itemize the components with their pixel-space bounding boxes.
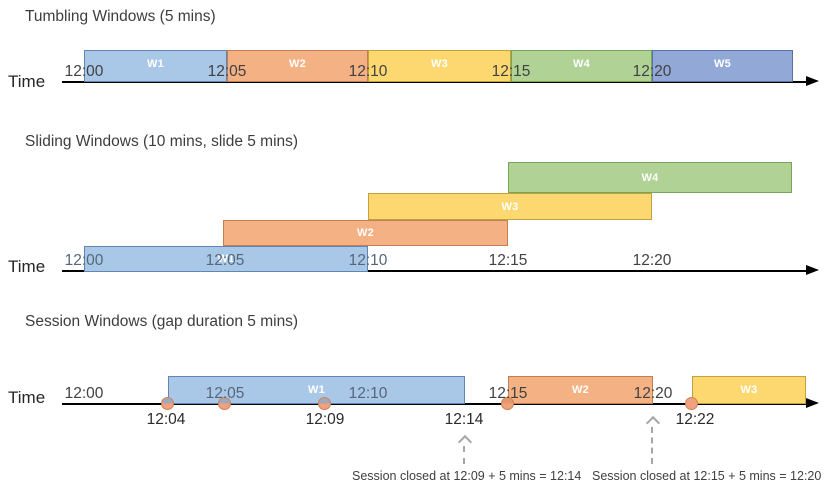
- window-label: W4: [572, 58, 591, 70]
- tick-label: 12:05: [207, 63, 247, 80]
- tumbling-window-w2: W2: [227, 50, 368, 82]
- up-arrow-icon: [457, 434, 473, 450]
- dashed-arrow-line: [651, 427, 653, 464]
- axis-arrowhead-icon: [806, 398, 819, 408]
- sliding-axis-line: [62, 270, 806, 272]
- up-arrow-icon: [645, 415, 661, 431]
- window-label: W1: [307, 384, 326, 396]
- event-dot: [685, 397, 698, 410]
- tick-label: 12:20: [633, 385, 673, 402]
- tumbling-axis-line: [62, 81, 806, 83]
- tick-label: 12:20: [632, 252, 672, 269]
- tick-label: 12:00: [64, 252, 104, 269]
- tick-label: 12:00: [64, 385, 104, 402]
- tick-label: 12:10: [348, 63, 388, 80]
- tumbling-window-w4: W4: [511, 50, 652, 82]
- window-label: W5: [713, 58, 732, 70]
- tick-label: 12:20: [632, 63, 672, 80]
- session-axis-label: Time: [8, 388, 46, 407]
- window-label: W4: [641, 171, 659, 184]
- tick-label: 12:10: [348, 252, 388, 269]
- dashed-arrow-line: [463, 446, 465, 464]
- event-dot: [318, 397, 331, 410]
- window-label: W3: [430, 58, 449, 70]
- tick-label: 12:05: [205, 385, 245, 402]
- event-dot: [501, 397, 514, 410]
- tumbling-axis-label: Time: [8, 72, 46, 91]
- tumbling-window-w3: W3: [368, 50, 511, 82]
- sliding-window-w3: W3: [368, 193, 652, 220]
- session-window-w3: W3: [692, 376, 806, 404]
- sliding-window-w1: W1: [84, 246, 368, 272]
- sliding-window-w4: W4: [508, 162, 792, 193]
- window-label: W2: [288, 58, 307, 70]
- tick-label: 12:00: [64, 63, 104, 80]
- window-label: W3: [740, 384, 758, 396]
- event-dot: [161, 397, 174, 410]
- event-time-label: 12:09: [305, 411, 345, 428]
- sliding-axis-label: Time: [8, 257, 46, 276]
- window-label: W2: [356, 227, 375, 239]
- sliding-title: Sliding Windows (10 mins, slide 5 mins): [25, 133, 299, 150]
- axis-arrowhead-icon: [806, 265, 819, 275]
- tick-label: 12:15: [491, 63, 531, 80]
- tumbling-window-w1: W1: [84, 50, 227, 82]
- tick-label: 12:15: [488, 252, 528, 269]
- window-label: W2: [571, 384, 590, 396]
- session-close-annotation: Session closed at 12:09 + 5 mins = 12:14: [352, 469, 582, 483]
- session-close-annotation: Session closed at 12:15 + 5 mins = 12:20: [592, 469, 822, 483]
- tick-label: 12:05: [205, 252, 245, 269]
- tick-label: 12:10: [348, 385, 388, 402]
- close-time-label: 12:14: [444, 411, 484, 428]
- session-window-w2: W2: [508, 376, 653, 404]
- axis-arrowhead-icon: [806, 76, 819, 86]
- session-window-w1: W1: [168, 376, 465, 404]
- window-label: W3: [501, 200, 519, 213]
- session-axis-line: [62, 403, 806, 405]
- session-title: Session Windows (gap duration 5 mins): [25, 313, 299, 330]
- window-label: W1: [217, 253, 235, 265]
- sliding-window-w2: W2: [223, 220, 508, 246]
- tumbling-window-w5: W5: [652, 50, 793, 82]
- event-time-label: 12:04: [146, 411, 186, 428]
- event-time-label: 12:22: [675, 411, 715, 428]
- tick-label: 12:15: [488, 385, 528, 402]
- tumbling-title: Tumbling Windows (5 mins): [25, 8, 216, 25]
- window-label: W1: [146, 58, 165, 70]
- event-dot: [218, 397, 231, 410]
